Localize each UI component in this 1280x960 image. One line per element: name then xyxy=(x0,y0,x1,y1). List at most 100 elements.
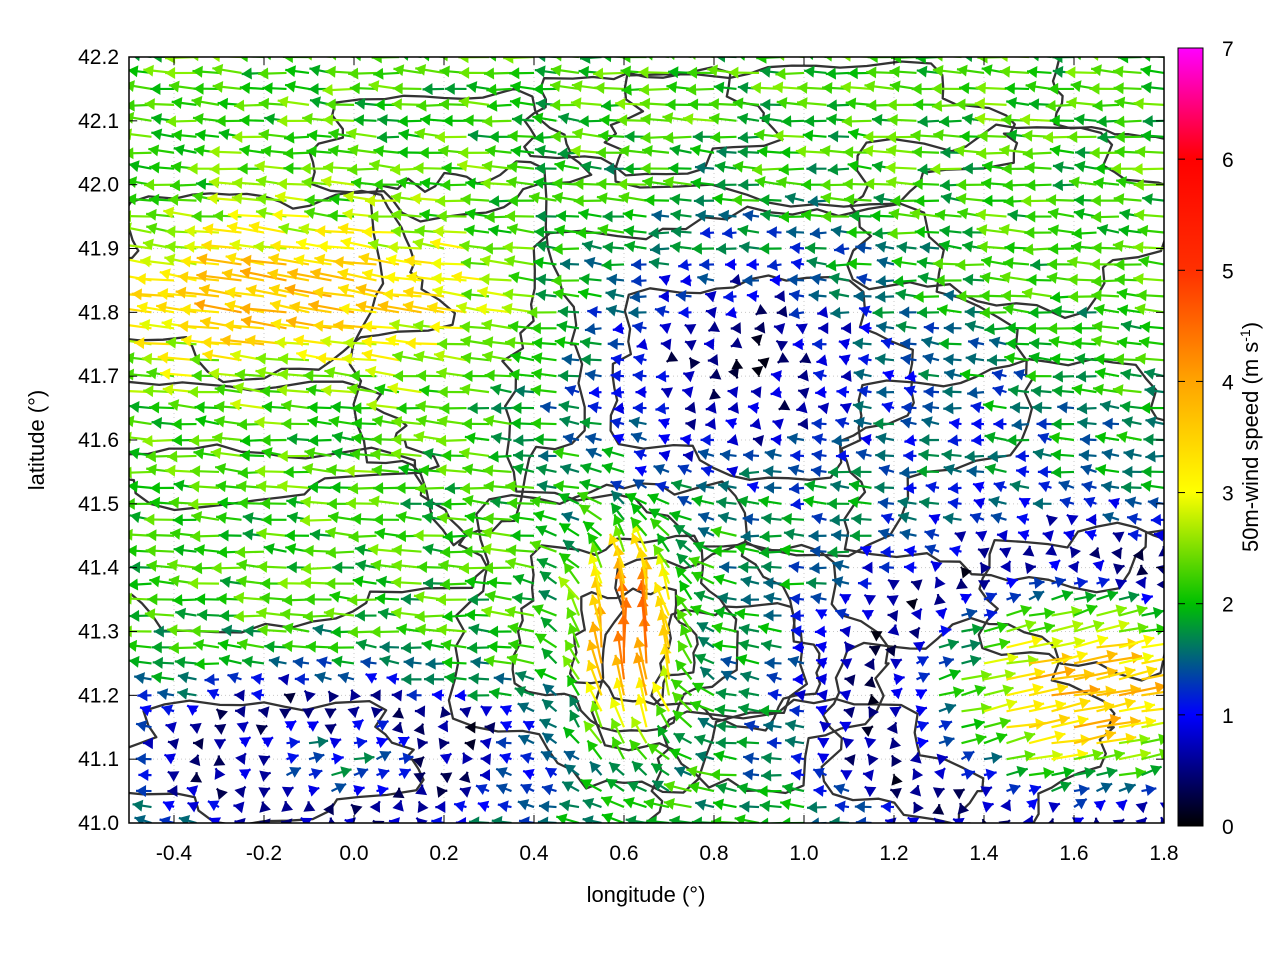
wind-vector-head xyxy=(462,752,474,765)
wind-vector-head xyxy=(1121,481,1132,494)
wind-vector xyxy=(874,481,895,494)
wind-vector-head xyxy=(789,482,800,495)
wind-vector-head xyxy=(909,785,922,797)
wind-vector-head xyxy=(377,768,390,780)
wind-vector-head xyxy=(483,655,495,667)
wind-vector-head xyxy=(862,610,874,621)
wind-vector-head xyxy=(347,593,358,606)
wind-vector xyxy=(303,369,332,382)
wind-vector xyxy=(129,486,130,488)
wind-vector-head xyxy=(631,716,642,729)
wind-vector xyxy=(812,369,827,382)
wind-vector xyxy=(792,641,805,654)
wind-vector-head xyxy=(484,369,495,382)
wind-vector xyxy=(439,578,467,591)
wind-vector xyxy=(1141,642,1164,649)
wind-vector xyxy=(261,513,287,526)
wind-vector-head xyxy=(631,503,643,515)
wind-vector-head xyxy=(147,593,158,606)
wind-vector-head xyxy=(180,303,191,316)
wind-vector xyxy=(538,800,557,813)
wind-vector xyxy=(531,337,557,350)
wind-vector xyxy=(658,274,671,286)
wind-vector xyxy=(214,723,227,735)
wind-vector-head xyxy=(451,271,463,284)
wind-vector xyxy=(234,705,246,718)
wind-vector xyxy=(415,400,445,413)
wind-vector xyxy=(1076,402,1097,415)
wind-vector-head xyxy=(413,430,425,443)
wind-vector-head xyxy=(163,800,175,812)
wind-vector xyxy=(943,322,962,335)
wind-vector xyxy=(189,722,202,734)
wind-vector xyxy=(186,704,199,716)
wind-vector-head xyxy=(585,447,598,459)
wind-vector-head xyxy=(776,305,788,318)
wind-vector xyxy=(400,641,422,654)
wind-vector xyxy=(444,672,467,684)
wind-vector xyxy=(954,531,967,543)
wind-vector xyxy=(299,514,332,527)
wind-vector-head xyxy=(589,386,600,399)
wind-vector xyxy=(656,533,670,553)
wind-vector-head xyxy=(940,625,952,637)
wind-vector-head xyxy=(750,334,763,346)
wind-vector xyxy=(1050,448,1075,461)
wind-vector xyxy=(1116,431,1142,443)
wind-vector-head xyxy=(531,368,543,381)
wind-vector-head xyxy=(987,450,999,463)
wind-vector-head xyxy=(382,288,394,301)
wind-vector-head xyxy=(374,527,386,540)
wind-vector-head xyxy=(853,368,865,381)
wind-vector-head xyxy=(462,545,473,558)
wind-vector xyxy=(1145,450,1164,463)
wind-vector-head xyxy=(633,353,645,366)
wind-vector-head xyxy=(413,350,425,363)
wind-vector xyxy=(1093,303,1120,316)
wind-vector xyxy=(213,755,226,766)
wind-vector-head xyxy=(816,673,827,686)
wind-vector-head xyxy=(385,334,397,347)
wind-vector-head xyxy=(1047,322,1058,335)
wind-vector xyxy=(433,350,467,362)
wind-vector-head xyxy=(773,323,786,335)
wind-vector-head xyxy=(873,417,884,430)
wind-vector xyxy=(481,526,512,539)
wind-vector-head xyxy=(887,624,900,636)
wind-vector-head xyxy=(954,531,967,543)
wind-vector xyxy=(588,552,603,585)
wind-vector xyxy=(979,561,992,575)
wind-vector-head xyxy=(1032,448,1044,460)
wind-vector-head xyxy=(238,737,251,748)
wind-vector xyxy=(740,530,760,543)
wind-vector xyxy=(1121,416,1142,428)
wind-vector xyxy=(673,732,693,745)
wind-vector xyxy=(1073,766,1096,779)
wind-vector-head xyxy=(715,720,727,733)
wind-vector xyxy=(689,700,715,713)
wind-vector xyxy=(544,766,558,779)
wind-vector-head xyxy=(230,349,242,362)
wind-vector xyxy=(1135,816,1148,823)
wind-vector xyxy=(142,737,154,750)
wind-vector xyxy=(742,513,760,526)
wind-vector-head xyxy=(682,386,694,399)
wind-vector xyxy=(655,480,670,493)
wind-vector-head xyxy=(949,417,960,430)
wind-vector-head xyxy=(325,526,337,539)
wind-vector-head xyxy=(365,365,377,378)
wind-vector xyxy=(211,562,242,575)
wind-vector-head xyxy=(782,782,794,795)
wind-vector-head xyxy=(138,769,149,782)
wind-vector-head xyxy=(129,368,135,381)
wind-vector xyxy=(1095,431,1120,444)
wind-vector-head xyxy=(792,673,803,686)
wind-vector xyxy=(673,524,693,537)
wind-vector-head xyxy=(1092,619,1105,632)
wind-vector xyxy=(170,527,197,540)
wind-vector-head xyxy=(904,385,916,397)
wind-vector-head xyxy=(767,688,779,701)
wind-vector-head xyxy=(674,766,687,778)
wind-vector xyxy=(436,464,467,477)
wind-vector-head xyxy=(497,800,509,813)
